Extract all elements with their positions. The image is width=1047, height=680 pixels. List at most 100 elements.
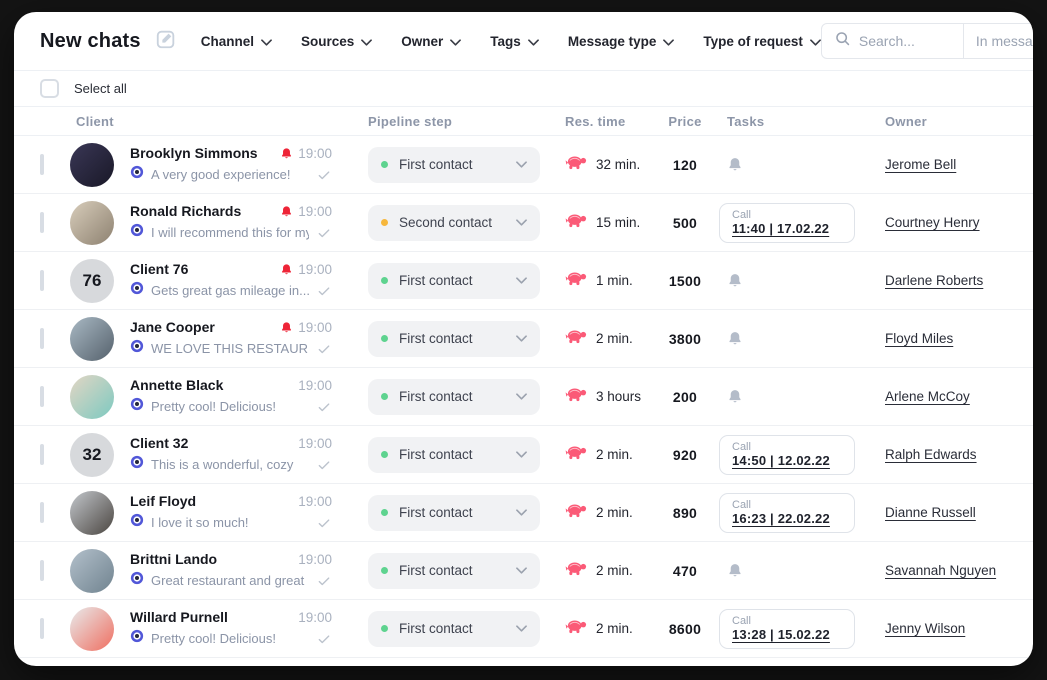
read-check-icon: [316, 458, 332, 472]
row-checkbox[interactable]: [40, 443, 44, 465]
pipeline-cell: First contact: [360, 436, 550, 473]
row-checkbox[interactable]: [40, 269, 44, 291]
chevron-down-icon: [361, 38, 373, 46]
pipeline-step-select[interactable]: Second contact: [368, 204, 540, 241]
alarm-bell-icon: [280, 205, 293, 218]
search-input[interactable]: [858, 33, 951, 49]
row-checkbox[interactable]: [40, 559, 44, 581]
tasks-cell: Call 16:23 | 22.02.22: [715, 492, 880, 533]
task-call-datetime: 14:50 | 12.02.22: [732, 452, 830, 468]
filter-label: Owner: [401, 33, 444, 49]
row-checkbox[interactable]: [40, 385, 44, 407]
row-checkbox-cell: [14, 443, 70, 465]
task-bell-icon[interactable]: [727, 562, 743, 579]
row-checkbox[interactable]: [40, 617, 44, 639]
owner-link[interactable]: Jerome Bell: [885, 156, 957, 172]
pipeline-step-select[interactable]: First contact: [368, 146, 540, 183]
client-text: Leif Floyd 19:00 I love it so much!: [130, 493, 332, 532]
pipeline-cell: First contact: [360, 320, 550, 357]
table-row[interactable]: Jane Cooper 19:00 WE LOVE THIS RESTAUR..…: [14, 310, 1033, 368]
res-time-value: 2 min.: [596, 621, 633, 636]
task-call-card[interactable]: Call 13:28 | 15.02.22: [719, 608, 855, 649]
pipeline-step-select[interactable]: First contact: [368, 494, 540, 531]
filter-sources[interactable]: Sources: [301, 34, 373, 49]
pipeline-step-select[interactable]: First contact: [368, 610, 540, 647]
filter-message-type[interactable]: Message type: [568, 34, 675, 49]
task-call-card[interactable]: Call 16:23 | 22.02.22: [719, 492, 855, 533]
avatar: [70, 606, 114, 651]
turtle-icon: [565, 445, 587, 465]
pipeline-step-label: Second contact: [399, 215, 493, 230]
client-name: Leif Floyd: [130, 493, 197, 509]
price-cell: 500: [672, 214, 698, 231]
pipeline-step-select[interactable]: First contact: [368, 436, 540, 473]
owner-link[interactable]: Arlene McCoy: [885, 388, 970, 404]
client-text: Ronald Richards 19:00 I will recommend t…: [130, 203, 332, 242]
client-text: Brooklyn Simmons 19:00 A very good exper…: [130, 145, 332, 184]
client-name: Client 76: [130, 261, 189, 277]
chevron-down-icon: [516, 161, 527, 168]
edit-button[interactable]: [155, 28, 177, 55]
pipeline-step-select[interactable]: First contact: [368, 378, 540, 415]
avatar: [70, 548, 114, 593]
alarm-bell-icon: [280, 263, 293, 276]
owner-link[interactable]: Ralph Edwards: [885, 446, 977, 462]
pipeline-step-select[interactable]: First contact: [368, 262, 540, 299]
pipeline-step-label: First contact: [399, 331, 473, 346]
channel-icon: [130, 223, 144, 242]
top-bar: New chats Channel Sources Owner: [14, 12, 1033, 70]
alarm-bell-icon: [280, 321, 293, 334]
task-bell-icon[interactable]: [727, 272, 743, 289]
filter-tags[interactable]: Tags: [490, 34, 539, 49]
chevron-down-icon: [516, 451, 527, 458]
task-call-card[interactable]: Call 14:50 | 12.02.22: [719, 434, 855, 475]
task-bell-icon[interactable]: [727, 388, 743, 405]
filter-owner[interactable]: Owner: [401, 33, 462, 49]
table-row[interactable]: 76 Client 76 19:00 Gets great gas mileag…: [14, 252, 1033, 310]
task-bell-icon[interactable]: [727, 156, 743, 173]
owner-cell: Courtney Henry: [880, 214, 1033, 232]
chevron-down-icon: [809, 38, 821, 46]
filter-channel[interactable]: Channel: [201, 34, 272, 49]
task-call-datetime: 16:23 | 22.02.22: [732, 510, 830, 526]
last-message-time: 19:00: [298, 551, 332, 567]
table-row[interactable]: Brittni Lando 19:00 Great restaurant and…: [14, 542, 1033, 600]
search-scope-select[interactable]: In messages... ▾: [964, 33, 1033, 49]
table-row[interactable]: Brooklyn Simmons 19:00 A very good exper…: [14, 136, 1033, 194]
owner-link[interactable]: Courtney Henry: [885, 214, 980, 230]
table-body: Brooklyn Simmons 19:00 A very good exper…: [14, 136, 1033, 658]
owner-link[interactable]: Savannah Nguyen: [885, 562, 997, 578]
pipeline-step-label: First contact: [399, 563, 473, 578]
res-time-value: 2 min.: [596, 447, 633, 462]
owner-link[interactable]: Floyd Miles: [885, 330, 954, 346]
turtle-icon: [565, 329, 587, 349]
owner-link[interactable]: Dianne Russell: [885, 504, 976, 520]
task-call-card[interactable]: Call 11:40 | 17.02.22: [719, 202, 855, 243]
task-bell-icon[interactable]: [727, 330, 743, 347]
row-checkbox[interactable]: [40, 211, 44, 233]
pipeline-cell: First contact: [360, 494, 550, 531]
pipeline-step-select[interactable]: First contact: [368, 320, 540, 357]
price-cell: 1500: [668, 272, 702, 289]
read-check-icon: [316, 342, 332, 356]
table-row[interactable]: Ronald Richards 19:00 I will recommend t…: [14, 194, 1033, 252]
table-row[interactable]: Annette Black 19:00 Pretty cool! Delicio…: [14, 368, 1033, 426]
avatar: 76: [70, 258, 114, 303]
row-checkbox[interactable]: [40, 327, 44, 349]
owner-link[interactable]: Jenny Wilson: [885, 620, 966, 636]
table-row[interactable]: 32 Client 32 19:00 This is a wonderful, …: [14, 426, 1033, 484]
filter-type-of-request[interactable]: Type of request: [703, 34, 821, 49]
chevron-down-icon: [450, 38, 462, 46]
select-all-checkbox[interactable]: [40, 79, 59, 98]
table-row[interactable]: Willard Purnell 19:00 Pretty cool! Delic…: [14, 600, 1033, 658]
pipeline-step-select[interactable]: First contact: [368, 552, 540, 589]
chevron-down-icon: [516, 509, 527, 516]
row-checkbox[interactable]: [40, 153, 44, 175]
row-checkbox[interactable]: [40, 501, 44, 523]
owner-link[interactable]: Darlene Roberts: [885, 272, 984, 288]
client-name: Brooklyn Simmons: [130, 145, 258, 161]
table-row[interactable]: Leif Floyd 19:00 I love it so much!: [14, 484, 1033, 542]
column-tasks: Tasks: [727, 113, 765, 129]
owner-cell: Arlene McCoy: [880, 388, 1033, 406]
owner-cell: Darlene Roberts: [880, 272, 1033, 290]
